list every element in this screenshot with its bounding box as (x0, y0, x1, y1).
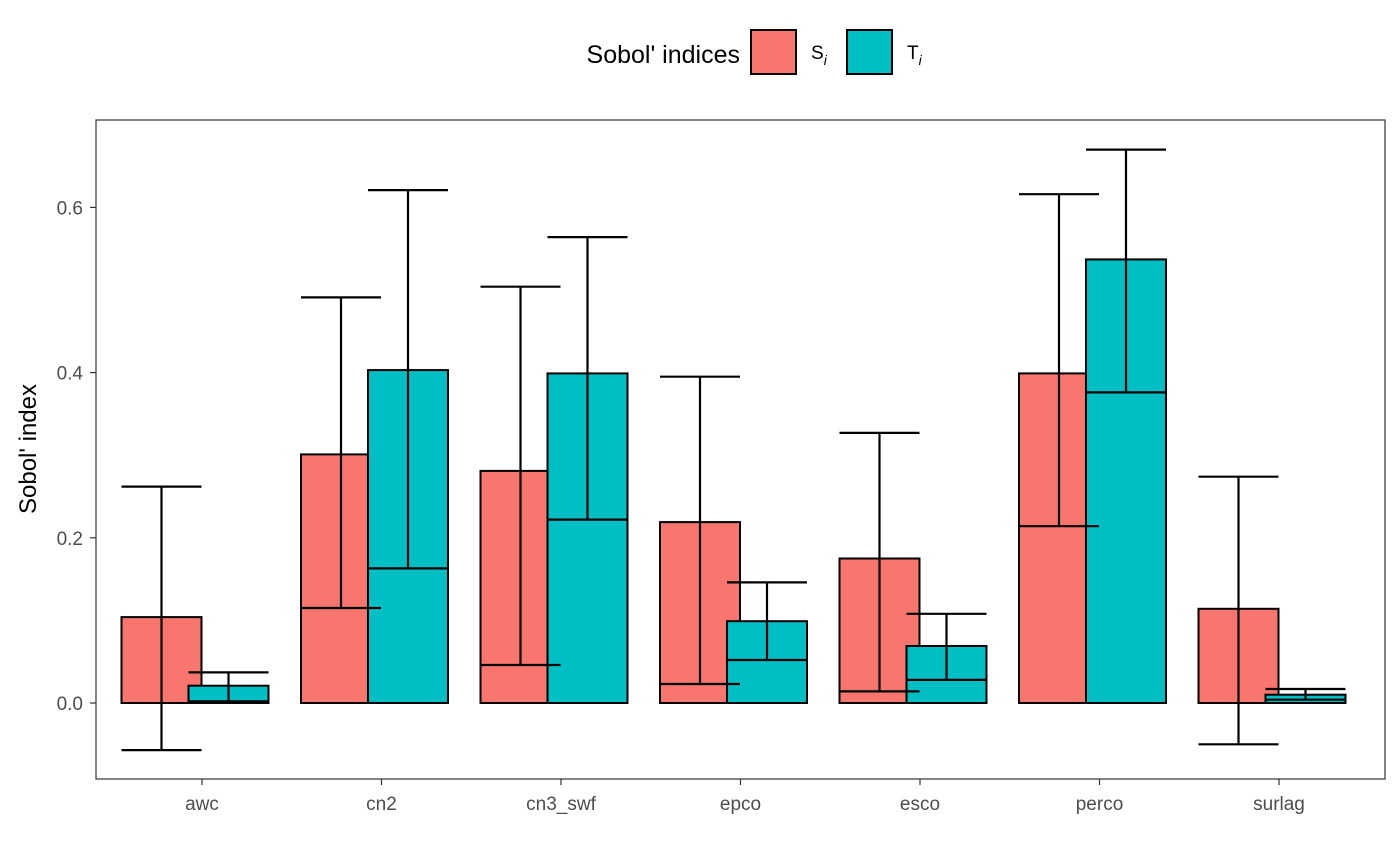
legend-item-t: Ti (846, 29, 923, 75)
legend-label-s: Si (811, 43, 828, 68)
x-tick-label-epco: epco (720, 794, 761, 815)
y-axis: 0.0 0.2 0.4 0.6 (57, 198, 96, 715)
bars-layer (120, 258, 1347, 705)
errorbar-t-awc (188, 671, 269, 703)
legend-item-s: Si (750, 29, 828, 75)
errorbar-t-perco (1086, 148, 1166, 394)
legend-key-t (846, 29, 893, 75)
errorbar-t-surlag (1265, 687, 1346, 701)
errorbar-t-cn2 (368, 189, 448, 570)
errorbar-s-perco (1019, 193, 1099, 528)
x-tick-label-cn3_swf: cn3_swf (526, 794, 596, 815)
legend-key-s (750, 29, 797, 75)
x-tick-label-esco: esco (900, 794, 940, 815)
errorbar-t-esco (906, 612, 987, 682)
errorbar-t-cn3_swf (547, 236, 628, 521)
legend: Sobol' indices Si Ti (587, 29, 923, 75)
legend-label-t-main: T (907, 43, 919, 64)
errorbar-s-esco (839, 431, 920, 693)
errorbar-s-surlag (1198, 475, 1279, 746)
legend-label-s-subscript: i (824, 52, 828, 68)
x-axis: awc cn2 cn3_swf epco esco perco surlag (185, 779, 1305, 815)
legend-label-s-main: S (811, 43, 824, 64)
legend-label-t-subscript: i (919, 52, 923, 68)
legend-label-t: Ti (907, 43, 923, 68)
y-tick-label: 0.6 (57, 198, 83, 219)
x-tick-label-perco: perco (1076, 794, 1124, 815)
x-tick-label-cn2: cn2 (366, 794, 397, 815)
legend-title: Sobol' indices (587, 41, 740, 69)
x-tick-label-surlag: surlag (1253, 794, 1305, 815)
y-axis-title: Sobol' index (15, 384, 42, 514)
errorbars-layer (121, 148, 1346, 752)
errorbar-s-epco (660, 375, 740, 686)
y-tick-label: 0.2 (57, 529, 83, 550)
errorbar-s-cn3_swf (480, 285, 561, 667)
y-tick-label: 0.0 (57, 694, 83, 715)
errorbar-s-awc (121, 485, 202, 752)
x-tick-label-awc: awc (185, 794, 219, 815)
y-tick-label: 0.4 (57, 364, 84, 385)
errorbar-s-cn2 (301, 296, 381, 610)
errorbar-t-epco (727, 581, 807, 662)
